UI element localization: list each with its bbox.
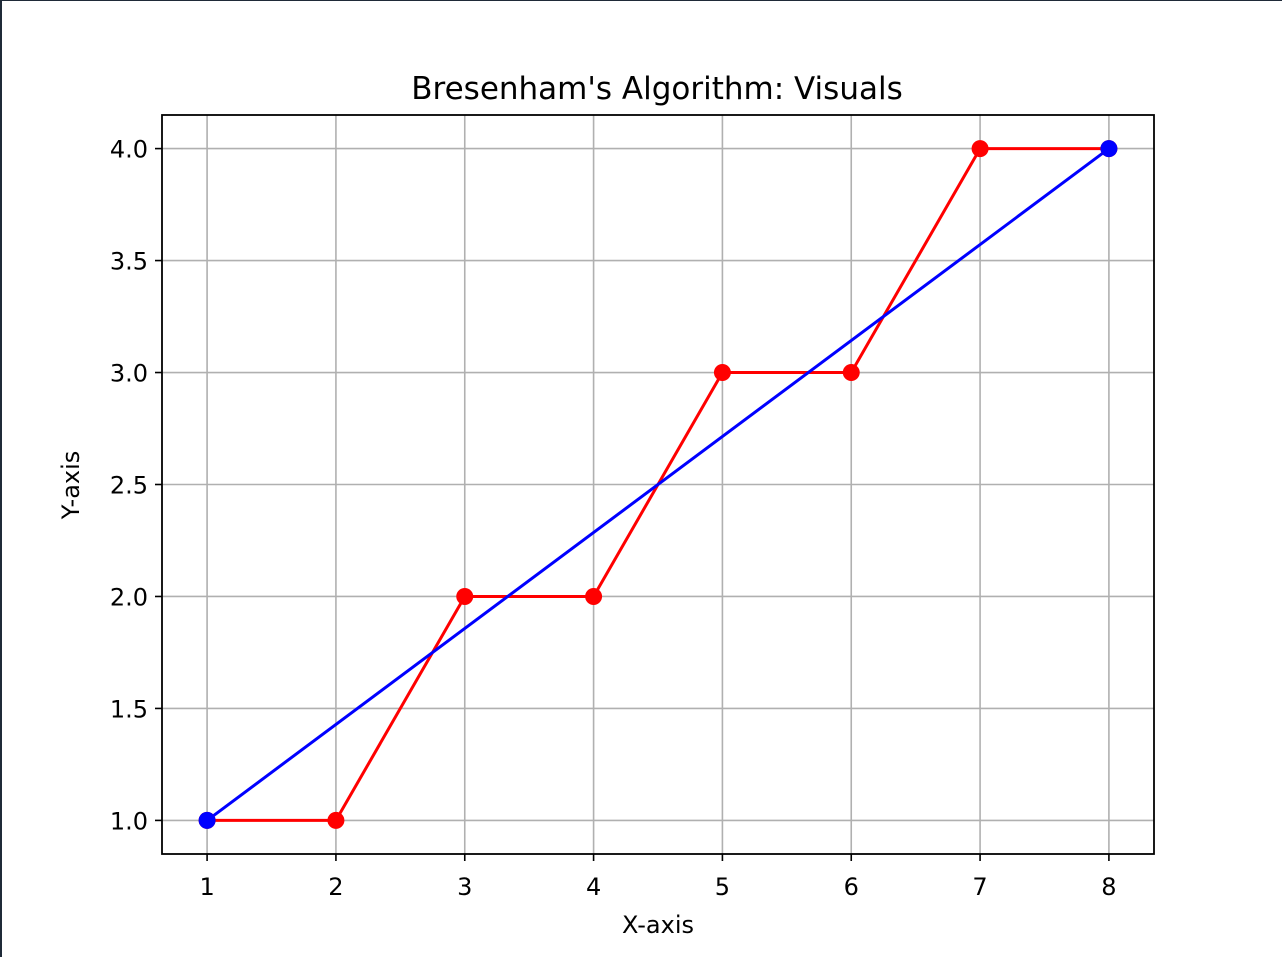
x-axis-label: X-axis xyxy=(622,911,694,939)
series-1-point xyxy=(327,811,345,829)
y-tick-label: 1.0 xyxy=(110,807,148,835)
grid xyxy=(162,115,1154,854)
x-tick-label: 4 xyxy=(586,873,601,901)
y-axis-label: Y-axis xyxy=(57,451,85,521)
y-tick-label: 3.0 xyxy=(110,360,148,388)
x-tick-label: 5 xyxy=(715,873,730,901)
x-tick-label: 3 xyxy=(457,873,472,901)
series-1-point xyxy=(713,364,731,382)
y-tick-label: 2.5 xyxy=(110,472,148,500)
series-1-point xyxy=(585,587,603,605)
series-1-point xyxy=(971,140,989,158)
x-axis-ticks: 1 2 3 4 5 6 7 8 xyxy=(199,854,1117,901)
y-tick-label: 3.5 xyxy=(110,248,148,276)
y-tick-label: 1.5 xyxy=(110,695,148,723)
x-tick-label: 6 xyxy=(844,873,859,901)
x-tick-label: 8 xyxy=(1101,873,1116,901)
x-tick-label: 1 xyxy=(199,873,214,901)
series-2-point xyxy=(198,811,216,829)
chart-title: Bresenham's Algorithm: Visuals xyxy=(411,71,902,107)
series-1-point xyxy=(842,364,860,382)
x-tick-label: 2 xyxy=(328,873,343,901)
x-tick-label: 7 xyxy=(972,873,987,901)
series-1-point xyxy=(456,587,474,605)
series-line-2 xyxy=(206,147,1110,822)
series-2-point xyxy=(1100,140,1118,158)
series-layer xyxy=(198,140,1118,829)
y-tick-label: 4.0 xyxy=(110,136,148,164)
y-axis-ticks: 1.0 1.5 2.0 2.5 3.0 3.5 4.0 xyxy=(110,136,162,835)
y-tick-label: 2.0 xyxy=(110,583,148,611)
